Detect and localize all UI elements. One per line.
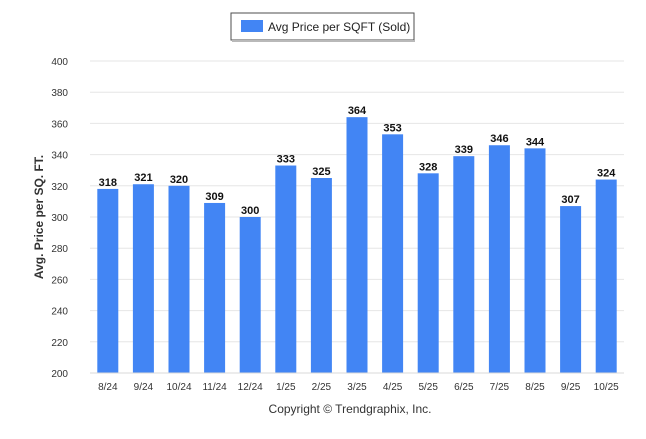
x-tick-label: 9/24	[134, 382, 154, 393]
bar	[453, 156, 475, 373]
bar-value-label: 344	[526, 136, 545, 148]
bar-value-label: 325	[312, 166, 330, 178]
bar-value-label: 309	[205, 191, 223, 203]
bar	[524, 148, 546, 373]
legend-label: Avg Price per SQFT (Sold)	[268, 20, 410, 34]
x-tick-label: 2/25	[312, 382, 332, 393]
legend-shadow	[232, 40, 415, 42]
y-tick-label: 400	[51, 57, 68, 68]
bar-value-label: 328	[419, 161, 437, 173]
bar	[560, 206, 582, 373]
x-tick-label: 1/25	[276, 382, 296, 393]
bar	[310, 178, 332, 373]
x-tick-label: 12/24	[238, 382, 263, 393]
bar-value-label: 321	[134, 172, 152, 184]
y-tick-label: 260	[51, 275, 68, 286]
bar	[204, 202, 226, 373]
bar-value-label: 333	[277, 154, 295, 166]
bar-value-label: 339	[455, 144, 473, 156]
bar-value-label: 346	[490, 133, 508, 145]
y-tick-label: 360	[51, 119, 68, 130]
x-tick-label: 3/25	[347, 382, 367, 393]
bars	[97, 117, 617, 373]
x-tick-label: 9/25	[561, 382, 581, 393]
bar	[488, 145, 510, 373]
x-tick-label: 11/24	[202, 382, 227, 393]
y-tick-label: 220	[51, 338, 68, 349]
legend: Avg Price per SQFT (Sold)	[230, 12, 415, 42]
y-tick-label: 280	[51, 244, 68, 255]
x-tick-label: 7/25	[490, 382, 510, 393]
x-tick-label: 4/25	[383, 382, 403, 393]
bar-value-label: 300	[241, 205, 259, 217]
x-tick-label: 10/24	[166, 382, 191, 393]
bar	[132, 184, 154, 373]
y-tick-label: 300	[51, 213, 68, 224]
y-tick-label: 240	[51, 307, 68, 318]
y-tick-label: 200	[51, 369, 68, 380]
copyright-footer: Copyright © Trendgraphix, Inc.	[269, 402, 432, 416]
bar	[382, 134, 404, 373]
bar-value-label: 353	[383, 122, 401, 134]
y-tick-label: 380	[51, 88, 68, 99]
bar-labels: 318 321 320 309 300 333 325 364 353 328 339 346 344 3…	[99, 105, 617, 217]
x-tick-label: 6/25	[454, 382, 474, 393]
bar	[97, 188, 119, 373]
bar-value-label: 307	[561, 194, 579, 206]
x-ticks: 8/24 9/24 10/24 11/24 12/24 1/25 2/25 3/25 4/25 5…	[98, 382, 619, 393]
legend-swatch	[241, 20, 263, 32]
x-tick-label: 10/25	[594, 382, 619, 393]
bar	[417, 173, 439, 373]
y-tick-label: 320	[51, 182, 68, 193]
y-ticks: 200 220 240 260 280 300 320 340 360 380 400	[51, 57, 68, 380]
x-tick-label: 8/25	[525, 382, 545, 393]
x-tick-label: 8/24	[98, 382, 118, 393]
bar	[239, 217, 261, 373]
bar-value-label: 324	[597, 168, 616, 180]
bar-value-label: 318	[99, 177, 117, 189]
x-tick-label: 5/25	[418, 382, 438, 393]
bar-value-label: 320	[170, 174, 188, 186]
bar	[346, 117, 368, 373]
bar	[168, 185, 190, 373]
bar	[595, 179, 617, 373]
y-axis-label: Avg. Price per SQ. FT.	[32, 155, 46, 279]
bar-value-label: 364	[348, 105, 367, 117]
y-tick-label: 340	[51, 151, 68, 162]
bar	[275, 165, 297, 373]
